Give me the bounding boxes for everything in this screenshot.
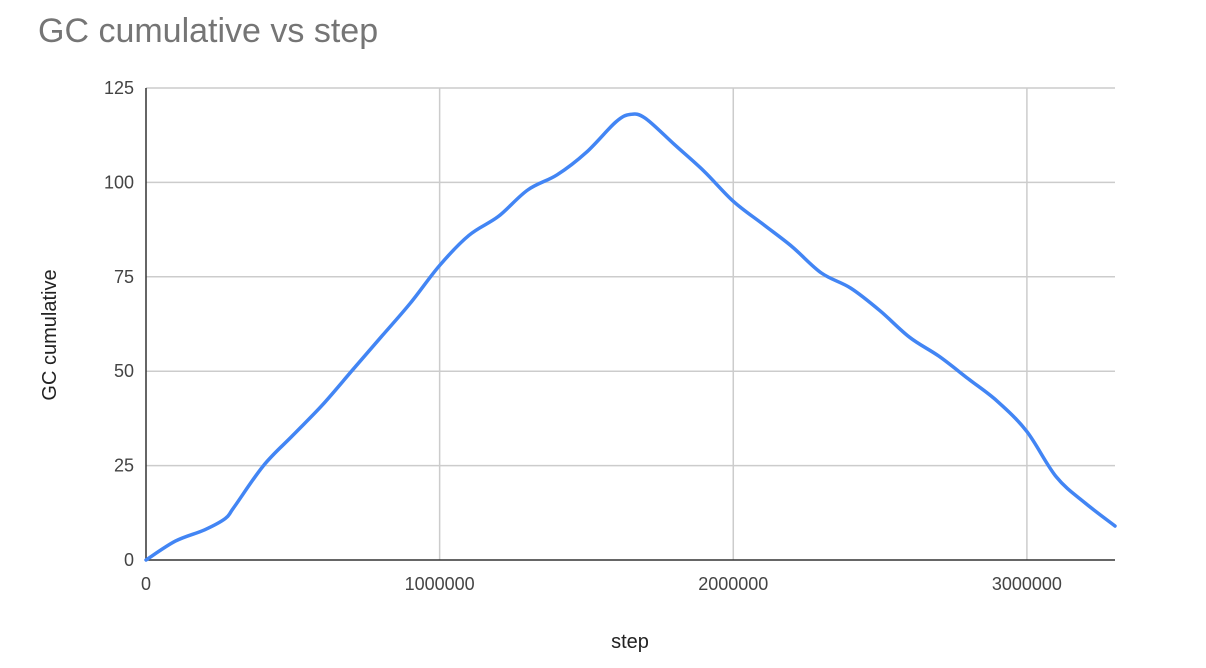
y-tick-label: 0 [124,550,134,570]
y-tick-label: 50 [114,361,134,381]
axes [145,88,1115,561]
y-tick-label: 100 [104,172,134,192]
series-line-gc-cumulative [144,112,1117,562]
x-tick-label: 1000000 [405,574,475,594]
y-tick-labels: 0 25 50 75 100 125 [104,78,134,570]
x-tick-label: 0 [141,574,151,594]
y-tick-label: 75 [114,267,134,287]
grid [146,87,1115,560]
y-tick-label: 125 [104,78,134,98]
y-tick-label: 25 [114,456,134,476]
y-axis-label: GC cumulative [39,269,61,400]
x-tick-label: 2000000 [698,574,768,594]
x-axis-label: step [611,631,649,653]
x-tick-label: 3000000 [992,574,1062,594]
chart-title: GC cumulative vs step [38,12,379,50]
x-tick-labels: 0 1000000 2000000 3000000 [141,574,1062,594]
